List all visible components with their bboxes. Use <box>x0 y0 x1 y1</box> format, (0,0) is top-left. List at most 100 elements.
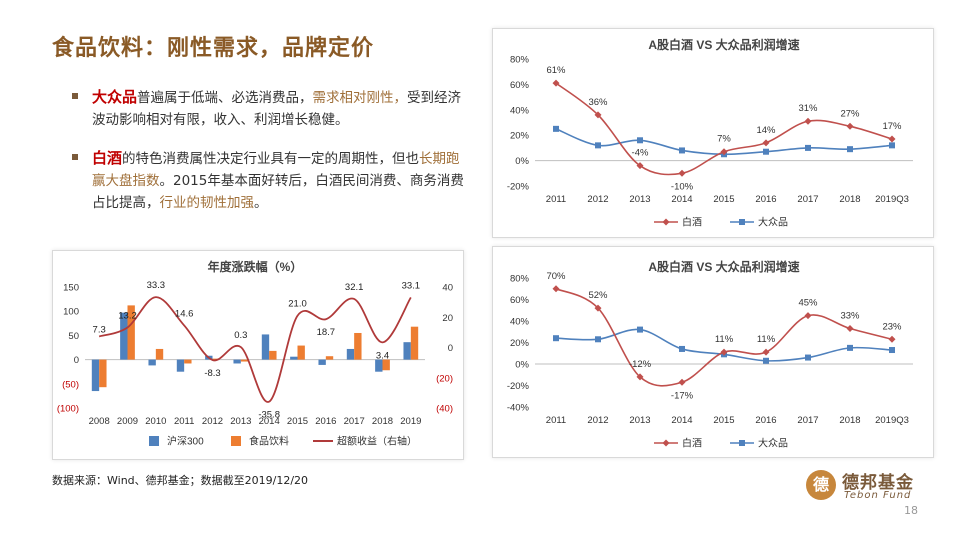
x-tick-label: 2016 <box>315 416 336 427</box>
y-tick-label-left: (100) <box>57 404 79 415</box>
marker-baijiu <box>678 169 686 177</box>
x-tick-label: 2011 <box>174 416 194 427</box>
y-tick-label-right: (40) <box>436 404 453 415</box>
legend-swatch-food-beverage <box>231 436 241 446</box>
marker-mass-consumer <box>847 146 853 153</box>
x-tick-label: 2015 <box>713 194 734 205</box>
bar-hs300 <box>290 356 298 360</box>
y-tick-label-right: 40 <box>442 283 453 294</box>
bar-food-beverage <box>127 305 135 360</box>
data-label-baijiu: 7% <box>717 134 731 145</box>
legend-label-hs300: 沪深300 <box>167 435 204 448</box>
marker-baijiu <box>846 122 854 130</box>
y-tick-label: 0% <box>515 156 529 167</box>
bar-food-beverage <box>410 326 419 360</box>
marker-baijiu <box>804 117 812 125</box>
marker-mass-consumer <box>679 147 685 154</box>
x-tick-label: 2016 <box>755 415 776 426</box>
y-tick-label-left: 150 <box>63 283 79 294</box>
bullet-text: 普遍属于低端、必选消费品， <box>137 90 313 106</box>
marker-baijiu <box>762 348 770 356</box>
marker-mass-consumer <box>805 354 811 361</box>
legend-label-baijiu: 白酒 <box>682 216 702 229</box>
logo-name-en: Tebon Fund <box>844 490 912 501</box>
y-tick-label: 60% <box>510 80 530 91</box>
chart-title: 年度涨跌幅（%） <box>208 259 303 274</box>
x-tick-label: 2012 <box>202 416 223 427</box>
chart-panel-annual-returns: 年度涨跌幅（%） 150 100 50 0 (50) (100) 40 20 0 (20) (40) 2… <box>52 250 464 460</box>
bullet-highlight: 行业的韧性加强 <box>159 195 255 211</box>
x-tick-label: 2015 <box>713 415 734 426</box>
bullet-text: 。2015年基本面好转后，白酒民间消费、商务消费占比提高， <box>92 173 464 211</box>
data-label-baijiu: 70% <box>546 271 566 282</box>
bar-hs300 <box>346 348 355 360</box>
chart-panel-bottom-right: A股白酒 VS 大众品利润增速 80% 60% 40% 20% 0% -20% -40% 201… <box>492 246 934 458</box>
y-tick-label-right: 20 <box>442 313 453 324</box>
x-tick-label: 2017 <box>797 415 818 426</box>
page-number: 18 <box>904 504 918 517</box>
legend-label-food-beverage: 食品饮料 <box>249 435 289 448</box>
x-tick-label: 2010 <box>145 416 166 427</box>
x-tick-label: 2017 <box>344 416 365 427</box>
data-label-excess-return: 32.1 <box>345 282 364 293</box>
x-tick-label: 2016 <box>755 194 776 205</box>
bar-food-beverage <box>382 359 390 371</box>
marker-baijiu <box>678 378 686 386</box>
data-label-excess-return: 3.4 <box>376 350 389 361</box>
bullet-highlight: 需求相对刚性， <box>312 90 408 106</box>
y-tick-label: 60% <box>510 295 530 306</box>
marker-mass-consumer <box>553 125 559 132</box>
y-tick-label-left: 100 <box>63 307 79 318</box>
data-label-excess-return: 13.2 <box>118 311 137 322</box>
bar-food-beverage <box>155 348 164 360</box>
bullet-square-icon <box>72 93 78 99</box>
marker-mass-consumer <box>595 336 601 343</box>
bar-hs300 <box>148 359 156 366</box>
data-label-excess-return: 33.1 <box>402 280 421 291</box>
data-label-excess-return: -8.3 <box>204 368 220 379</box>
data-label-baijiu: 45% <box>798 298 818 309</box>
y-tick-label: 80% <box>510 274 530 285</box>
x-tick-label: 2019Q3 <box>875 194 909 205</box>
x-tick-label: 2018 <box>839 415 860 426</box>
data-label-excess-return: 21.0 <box>288 299 307 310</box>
bar-hs300 <box>403 342 411 360</box>
data-label-baijiu: -12% <box>629 359 652 370</box>
x-tick-label: 2008 <box>89 416 110 427</box>
bar-food-beverage <box>240 359 249 362</box>
x-tick-label: 2009 <box>117 416 138 427</box>
x-tick-label: 2017 <box>797 194 818 205</box>
marker-mass-consumer <box>889 347 895 354</box>
marker-baijiu <box>594 304 602 312</box>
data-label-baijiu: 11% <box>715 334 734 345</box>
marker-mass-consumer <box>595 142 601 149</box>
marker-baijiu <box>636 373 644 381</box>
x-tick-label: 2018 <box>839 194 860 205</box>
x-tick-label: 2012 <box>587 194 608 205</box>
x-tick-label: 2015 <box>287 416 308 427</box>
profit-growth-chart-top: A股白酒 VS 大众品利润增速 80% 60% 40% 20% 0% -20% 2011 201… <box>507 37 913 229</box>
data-label-baijiu: -4% <box>632 148 649 159</box>
chart-panel-top-right: A股白酒 VS 大众品利润增速 80% 60% 40% 20% 0% -20% 2011 201… <box>492 28 934 238</box>
chart-title: A股白酒 VS 大众品利润增速 <box>648 259 799 274</box>
y-tick-label-right: 0 <box>448 343 453 354</box>
logo-name-cn: 德邦基金 <box>842 473 914 493</box>
data-source-note: 数据来源：Wind、德邦基金；数据截至2019/12/20 <box>52 474 309 487</box>
x-tick-label: 2011 <box>546 415 566 426</box>
marker-baijiu <box>888 335 896 343</box>
data-label-excess-return: 18.7 <box>317 327 336 338</box>
bar-food-beverage <box>212 358 220 360</box>
logo-mark-icon: 德 <box>806 470 836 500</box>
legend-label-baijiu: 白酒 <box>682 437 702 450</box>
bar-food-beverage <box>269 350 277 360</box>
bullet-keyword: 大众品 <box>92 88 138 106</box>
bar-hs300 <box>375 359 383 372</box>
y-tick-label: 40% <box>510 105 530 116</box>
bar-hs300 <box>318 359 326 365</box>
marker-baijiu <box>636 162 644 170</box>
legend-marker-mass-consumer <box>739 219 745 225</box>
marker-baijiu <box>720 348 728 356</box>
data-label-baijiu: 31% <box>798 103 818 114</box>
legend-swatch-hs300 <box>149 436 159 446</box>
data-label-excess-return: 33.3 <box>147 280 166 291</box>
